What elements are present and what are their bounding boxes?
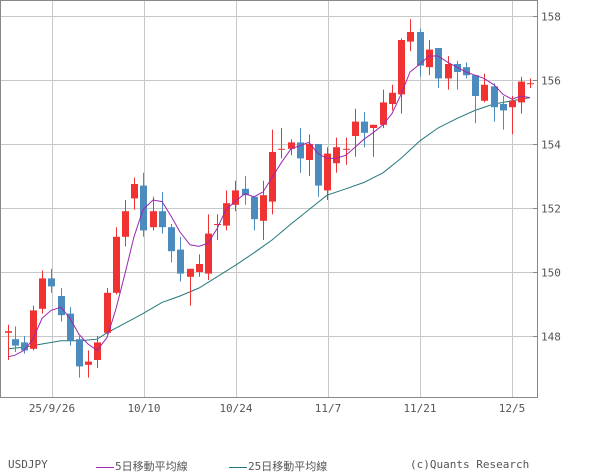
candle bbox=[159, 192, 166, 234]
candle bbox=[445, 56, 452, 90]
x-tick-label: 11/21 bbox=[403, 402, 436, 415]
y-axis: 148 150 152 154 156 158 bbox=[533, 11, 561, 344]
y-tick-label: 158 bbox=[541, 11, 561, 24]
candle bbox=[417, 28, 424, 77]
candle bbox=[30, 305, 37, 351]
candle bbox=[242, 176, 249, 205]
candle bbox=[67, 307, 74, 346]
candle bbox=[48, 268, 55, 293]
candle bbox=[463, 62, 470, 79]
candle bbox=[435, 48, 442, 88]
legend-symbol: USDJPY bbox=[8, 458, 48, 471]
x-tick-label: 12/5 bbox=[499, 402, 526, 415]
candle bbox=[187, 268, 194, 306]
candle bbox=[12, 326, 19, 352]
x-tick-label: 25/9/26 bbox=[29, 402, 75, 415]
candle bbox=[278, 128, 285, 159]
candle bbox=[352, 108, 359, 157]
candle bbox=[297, 128, 304, 173]
candle bbox=[131, 177, 138, 210]
symbol-label: USDJPY bbox=[8, 458, 48, 471]
y-tick-label: 152 bbox=[541, 203, 561, 216]
ma5-label: 5日移動平均線 bbox=[115, 460, 188, 473]
legend-ma5: 5日移動平均線 bbox=[96, 458, 188, 474]
candle bbox=[58, 288, 65, 322]
candle bbox=[5, 324, 12, 360]
candle bbox=[333, 137, 340, 173]
candle bbox=[343, 137, 350, 165]
copyright-text: (c)Quants Research bbox=[410, 458, 530, 471]
candle bbox=[518, 76, 525, 114]
candle bbox=[509, 96, 516, 135]
candle bbox=[389, 84, 396, 111]
candle bbox=[491, 83, 498, 122]
candle bbox=[426, 40, 433, 76]
candle bbox=[76, 336, 83, 378]
candle bbox=[306, 134, 313, 176]
candle bbox=[205, 214, 212, 280]
legend-ma25: 25日移動平均線 bbox=[229, 458, 327, 474]
ma25-line bbox=[7, 97, 531, 350]
candle bbox=[407, 19, 414, 52]
y-tick-label: 154 bbox=[541, 139, 561, 152]
x-tick-label: 10/24 bbox=[219, 402, 252, 415]
candle bbox=[260, 180, 267, 240]
y-tick-label: 150 bbox=[541, 267, 561, 280]
candle bbox=[380, 89, 387, 128]
candle bbox=[113, 227, 120, 295]
copyright: (c)Quants Research bbox=[410, 458, 529, 471]
ma25-label: 25日移動平均線 bbox=[248, 460, 328, 473]
candle bbox=[177, 236, 184, 282]
candle bbox=[104, 288, 111, 335]
x-axis: 25/9/26 10/10 10/24 11/7 11/21 12/5 bbox=[29, 402, 525, 415]
candle bbox=[288, 139, 295, 156]
candle bbox=[150, 196, 157, 231]
y-tick-label: 156 bbox=[541, 75, 561, 88]
x-tick-label: 11/7 bbox=[315, 402, 342, 415]
ma5-line bbox=[7, 55, 531, 358]
candle bbox=[527, 78, 534, 88]
candlestick-chart: 148 150 152 154 156 158 25/9/26 10/10 10/24 11/7… bbox=[0, 0, 561, 415]
candle bbox=[196, 254, 203, 277]
candle bbox=[168, 224, 175, 263]
candle bbox=[454, 60, 461, 90]
ma25-swatch-icon bbox=[229, 466, 247, 468]
candles bbox=[5, 19, 534, 378]
candle bbox=[21, 336, 28, 354]
candle bbox=[140, 172, 147, 237]
candle bbox=[122, 200, 129, 247]
y-tick-label: 148 bbox=[541, 331, 561, 344]
candle bbox=[398, 38, 405, 114]
candle bbox=[500, 96, 507, 130]
candle bbox=[39, 270, 46, 314]
ma5-swatch-icon bbox=[96, 466, 114, 468]
candle bbox=[85, 350, 92, 378]
candle bbox=[94, 336, 101, 368]
candle bbox=[324, 147, 331, 200]
candle bbox=[370, 124, 377, 157]
candle bbox=[361, 112, 368, 148]
x-tick-label: 10/10 bbox=[127, 402, 160, 415]
plot-frame bbox=[0, 0, 538, 398]
candle bbox=[251, 196, 258, 231]
candle bbox=[232, 180, 239, 212]
candle bbox=[223, 190, 230, 231]
candle bbox=[315, 144, 322, 197]
candle bbox=[472, 75, 479, 124]
